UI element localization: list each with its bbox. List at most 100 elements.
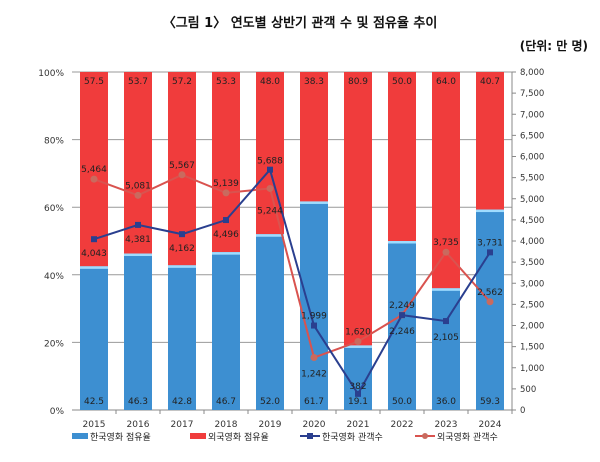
bar-korean-share — [432, 288, 460, 410]
bar-korean-share — [212, 252, 240, 410]
point-foreign — [486, 298, 494, 306]
right-tick-label: 5,500 — [520, 174, 544, 184]
point-korean — [223, 217, 229, 224]
right-tick-label: 7,000 — [520, 110, 544, 120]
x-tick-label: 2022 — [391, 420, 414, 430]
foreign-share-label: 48.0 — [260, 77, 280, 87]
x-tick-label: 2019 — [259, 420, 282, 430]
left-tick-label: 80% — [44, 137, 64, 147]
bar-highlight — [476, 209, 504, 213]
point-korean — [399, 312, 405, 319]
legend-swatch — [72, 433, 88, 439]
point-foreign — [266, 184, 274, 192]
point-foreign — [134, 191, 142, 199]
korean-audience-label: 2,246 — [389, 327, 415, 337]
x-tick-label: 2024 — [479, 420, 502, 430]
foreign-share-label: 64.0 — [436, 77, 456, 87]
x-tick-label: 2016 — [127, 420, 150, 430]
bar-foreign-share — [80, 72, 108, 267]
bar-highlight — [300, 201, 328, 204]
korean-share-label: 46.3 — [128, 397, 148, 407]
chart-title: 〈그림 1〉 연도별 상반기 관객 수 및 점유율 추이 — [162, 16, 438, 31]
korean-audience-label: 4,381 — [125, 235, 151, 245]
foreign-share-label: 53.7 — [128, 77, 148, 87]
legend-label: 외국영화 관객수 — [437, 431, 498, 443]
point-korean — [179, 231, 185, 238]
foreign-share-label: 57.2 — [172, 77, 192, 87]
bar-foreign-share — [388, 72, 416, 241]
right-tick-label: 1,000 — [520, 364, 544, 374]
foreign-share-label: 50.0 — [392, 77, 412, 87]
x-tick-label: 2023 — [435, 420, 458, 430]
korean-audience-label: 4,043 — [81, 249, 107, 259]
bar-korean-share — [476, 209, 504, 410]
foreign-share-label: 38.3 — [304, 77, 324, 87]
korean-share-label: 61.7 — [304, 397, 324, 407]
x-tick-label: 2015 — [83, 420, 106, 430]
foreign-audience-label: 3,735 — [433, 238, 459, 248]
left-tick-label: 0% — [50, 407, 65, 417]
point-korean — [91, 236, 97, 243]
point-korean — [135, 221, 141, 228]
korean-audience-label: 4,496 — [213, 230, 239, 240]
right-tick-label: 6,000 — [520, 153, 544, 163]
foreign-audience-label: 1,242 — [301, 370, 327, 380]
bar-korean-share — [80, 266, 108, 410]
legend-label: 한국영화 점유율 — [90, 431, 151, 443]
legend-label: 한국영화 관객수 — [322, 432, 383, 443]
bar-highlight — [432, 288, 460, 291]
korean-share-label: 59.3 — [480, 397, 500, 407]
right-tick-label: 6,500 — [520, 131, 544, 141]
right-tick-label: 4,500 — [520, 216, 544, 226]
bar-highlight — [124, 253, 152, 257]
korean-audience-label: 1,999 — [301, 312, 327, 322]
right-tick-label: 2,500 — [520, 300, 544, 310]
point-foreign — [442, 248, 450, 256]
korean-share-label: 46.7 — [216, 397, 236, 407]
foreign-audience-label: 1,620 — [345, 328, 371, 338]
right-tick-label: 4,000 — [520, 237, 544, 247]
legend-marker — [307, 433, 313, 439]
right-tick-label: 3,500 — [520, 258, 544, 268]
left-tick-label: 60% — [44, 204, 64, 214]
foreign-audience-label: 5,464 — [81, 165, 107, 175]
legend-swatch — [190, 433, 206, 439]
korean-share-label: 19.1 — [348, 397, 368, 407]
right-tick-label: 1,500 — [520, 343, 544, 353]
legend-marker — [422, 433, 428, 439]
x-tick-label: 2018 — [215, 420, 238, 430]
korean-share-label: 50.0 — [392, 397, 412, 407]
foreign-audience-label: 2,249 — [389, 301, 415, 311]
bar-foreign-share — [476, 72, 504, 210]
bar-highlight — [344, 345, 372, 348]
x-tick-label: 2021 — [347, 420, 370, 430]
foreign-audience-label: 5,081 — [125, 181, 151, 191]
line-korean — [93, 167, 491, 396]
korean-share-label: 42.5 — [84, 397, 104, 407]
left-tick-label: 20% — [44, 339, 64, 349]
point-korean — [267, 166, 273, 173]
korean-share-label: 36.0 — [436, 397, 456, 407]
bar-highlight — [80, 266, 108, 269]
right-tick-label: 2,000 — [520, 322, 544, 332]
point-korean — [355, 390, 361, 397]
bar-korean-share — [124, 253, 152, 410]
right-tick-label: 7,500 — [520, 89, 544, 99]
right-tick-label: 500 — [520, 385, 536, 395]
korean-audience-label: 2,105 — [433, 333, 459, 343]
foreign-share-label: 80.9 — [348, 77, 368, 87]
bar-foreign-share — [300, 72, 328, 202]
left-tick-label: 100% — [38, 69, 64, 79]
point-foreign — [354, 338, 362, 346]
right-tick-label: 8,000 — [520, 68, 544, 78]
point-korean — [311, 322, 317, 329]
point-korean — [443, 318, 449, 325]
bar-highlight — [212, 252, 240, 255]
foreign-share-label: 53.3 — [216, 77, 236, 87]
bar-highlight — [256, 234, 284, 237]
line-foreign — [93, 173, 491, 359]
bar-foreign-share — [256, 72, 284, 235]
unit-label: (단위: 만 명) — [519, 39, 588, 53]
